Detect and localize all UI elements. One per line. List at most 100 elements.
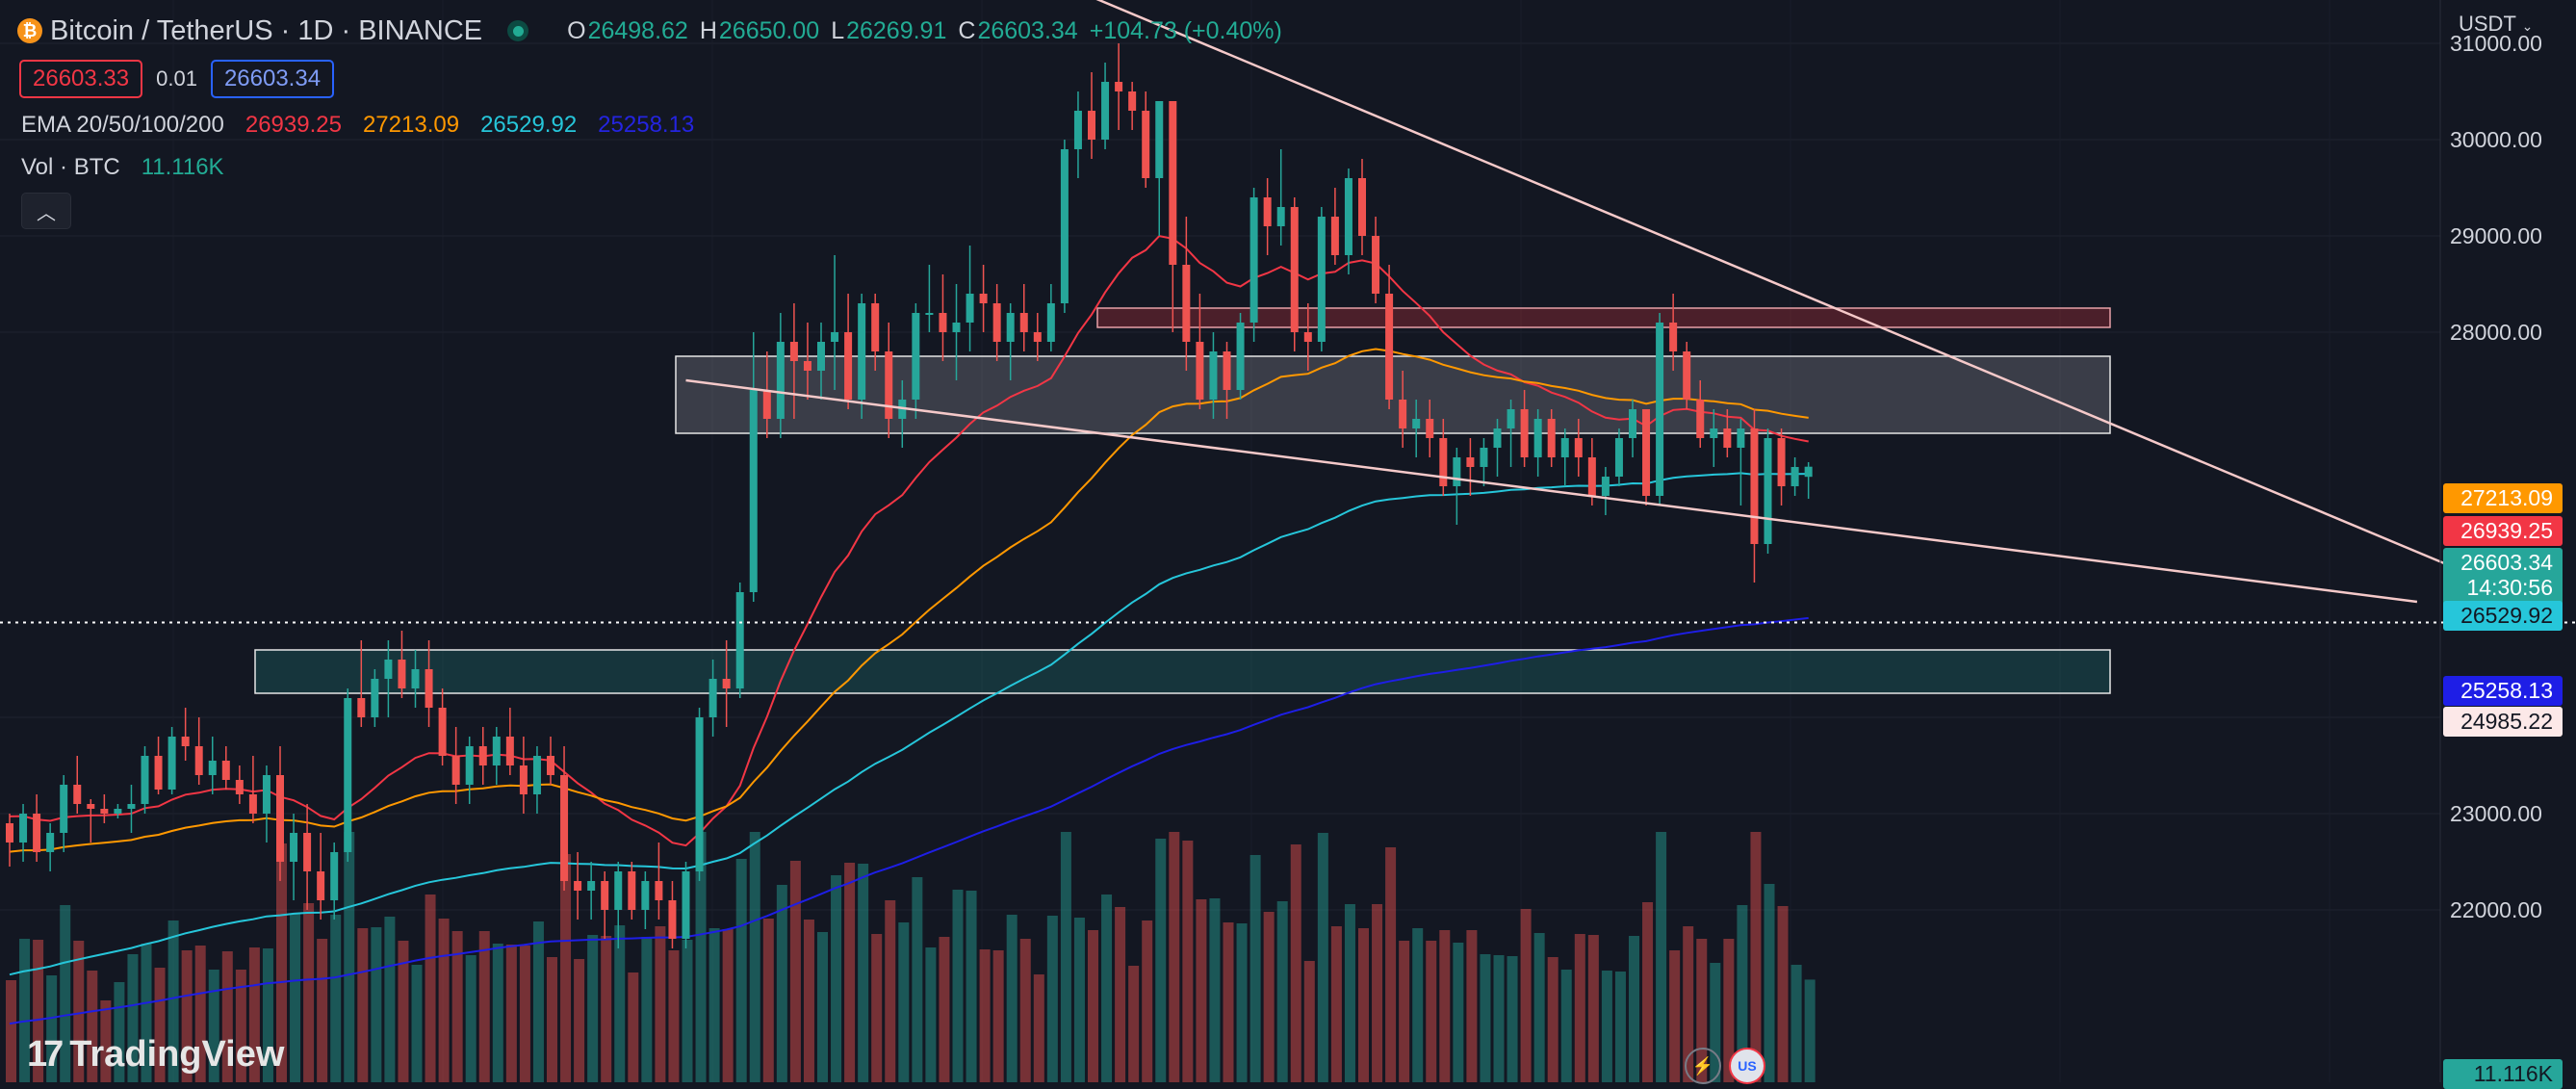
volume-bar	[519, 946, 530, 1082]
volume-bar	[398, 941, 409, 1082]
market-status-icon[interactable]	[507, 20, 529, 41]
chevron-down-icon: ⌄	[2521, 18, 2534, 34]
volume-bar	[1344, 904, 1355, 1082]
collapse-legend-button[interactable]: ︿	[21, 193, 71, 229]
volume-bar	[1115, 907, 1126, 1082]
candle-body	[425, 669, 433, 708]
volume-bar	[831, 875, 842, 1082]
symbol-title[interactable]: Bitcoin / TetherUS · 1D · BINANCE	[50, 14, 483, 46]
buy-button[interactable]: 26603.34	[210, 60, 335, 98]
tradingview-logo-icon: 17	[27, 1033, 64, 1075]
candle-body	[492, 737, 501, 765]
lightning-icon[interactable]: ⚡	[1685, 1048, 1721, 1084]
volume-bar	[682, 940, 693, 1082]
candle-body	[1412, 419, 1421, 428]
volume-legend[interactable]: Vol · BTC 11.116K	[21, 154, 224, 181]
volume-bar	[1033, 974, 1044, 1082]
volume-bar	[1669, 950, 1681, 1082]
volume-bar	[1236, 923, 1248, 1082]
volume-bar	[181, 950, 193, 1082]
candle-body	[939, 313, 947, 332]
volume-bar	[235, 970, 246, 1082]
candle-body	[1236, 323, 1245, 390]
candle-body	[384, 660, 393, 679]
candle-body	[547, 756, 554, 775]
currency-label: USDT	[2459, 12, 2516, 36]
high-value: 26650.00	[718, 16, 820, 44]
high-label: H	[699, 16, 717, 44]
volume-bar	[1601, 971, 1612, 1082]
chart-events: ⚡ US	[1685, 1048, 1765, 1084]
candle-body	[505, 737, 514, 765]
sell-button[interactable]: 26603.33	[19, 60, 143, 98]
volume-bar	[1574, 934, 1585, 1082]
volume-bar	[992, 950, 1004, 1082]
volume-bar	[1372, 904, 1383, 1082]
volume-bar	[411, 965, 423, 1082]
volume-bar	[1128, 966, 1140, 1082]
volume-bar	[560, 854, 572, 1082]
candle-body	[1033, 332, 1042, 342]
candle-body	[1574, 438, 1583, 457]
candle-body	[1439, 438, 1448, 486]
candle-body	[1088, 111, 1095, 140]
candle-body	[912, 313, 920, 400]
volume-bar	[1750, 832, 1762, 1082]
candle-body	[587, 881, 596, 891]
candle-body	[1710, 428, 1718, 438]
volume-bar	[114, 982, 125, 1082]
volume-bar	[438, 919, 450, 1082]
candle-body	[1276, 207, 1285, 226]
candle-body	[1480, 448, 1488, 467]
candle-body	[1547, 419, 1556, 457]
candle-body	[1330, 217, 1339, 255]
candle-body	[560, 775, 569, 881]
us-flag-icon[interactable]: US	[1729, 1048, 1765, 1084]
candle-body	[1466, 457, 1475, 467]
volume-bar	[614, 925, 626, 1082]
volume-bar	[1560, 970, 1572, 1082]
volume-bar	[1696, 939, 1708, 1082]
price-axis-label: 30000.00	[2450, 127, 2542, 152]
candle-body	[1790, 467, 1799, 486]
volume-bar	[1764, 884, 1775, 1082]
volume-bar	[925, 947, 937, 1082]
ema20-price-tag: 26939.25	[2443, 516, 2563, 546]
candle-body	[1073, 111, 1082, 149]
volume-bar	[1453, 943, 1464, 1082]
candle-body	[803, 361, 811, 371]
volume-bar	[100, 1000, 112, 1082]
candle-body	[1642, 409, 1651, 496]
ema-legend[interactable]: EMA 20/50/100/200 26939.25 27213.09 26529.9…	[21, 112, 715, 139]
support-trendline	[685, 378, 2418, 604]
candle-body	[1750, 428, 1759, 544]
candle-body	[1520, 409, 1529, 457]
candle-body	[1372, 236, 1380, 294]
candle-body	[276, 775, 284, 862]
tradingview-logo[interactable]: 17 TradingView	[27, 1030, 284, 1078]
volume-bar	[167, 920, 179, 1082]
candle-body	[371, 679, 379, 717]
candle-body	[1385, 294, 1394, 400]
volume-bar	[1088, 930, 1098, 1082]
candle-body	[1737, 428, 1745, 448]
currency-selector[interactable]: USDT ⌄	[2459, 12, 2533, 37]
symbol-header[interactable]: ₿ Bitcoin / TetherUS · 1D · BINANCE O 264…	[17, 12, 1282, 50]
candle-body	[248, 794, 257, 814]
candle-body	[844, 332, 853, 400]
ema100-price-tag: 26529.92	[2443, 601, 2563, 631]
volume-bar	[1426, 941, 1437, 1082]
candle-body	[194, 746, 203, 775]
volume-bar	[776, 885, 787, 1082]
candle-body	[1533, 419, 1542, 457]
volume-label[interactable]: Vol · BTC	[21, 154, 120, 180]
ema100-line	[9, 472, 1809, 976]
volume-bar	[492, 944, 503, 1082]
candle-body	[1493, 428, 1502, 448]
candle-body	[1723, 428, 1732, 448]
volume-bar	[1330, 926, 1342, 1082]
volume-bar	[87, 971, 98, 1082]
ema-label[interactable]: EMA 20/50/100/200	[21, 112, 224, 138]
